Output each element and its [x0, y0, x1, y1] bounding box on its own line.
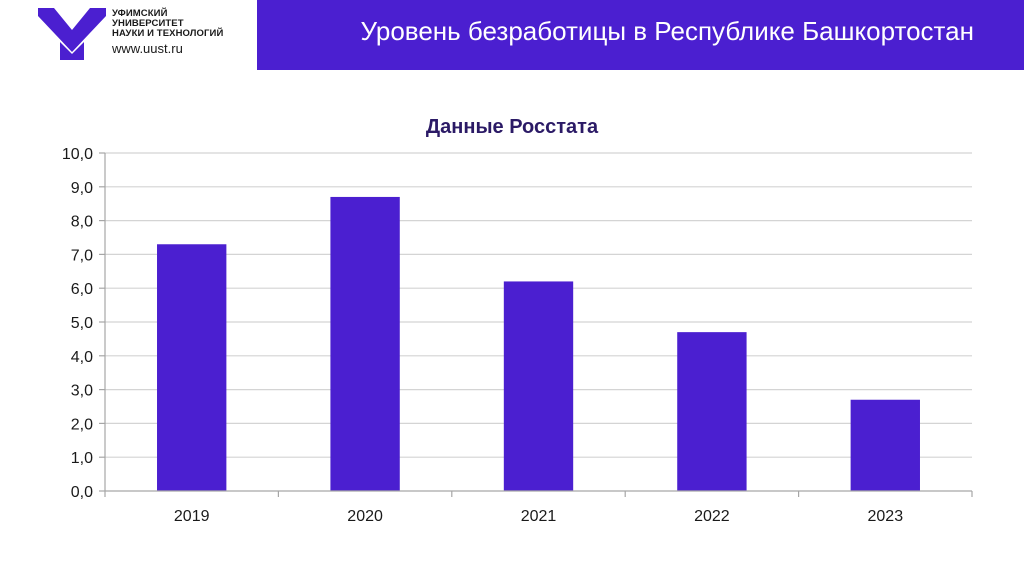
y-tick-label: 3,0: [71, 383, 93, 400]
y-tick-label: 8,0: [71, 214, 93, 231]
header-bar: Уровень безработицы в Республике Башкорт…: [257, 0, 1024, 70]
university-website: www.uust.ru: [112, 41, 183, 56]
y-tick-label: 1,0: [71, 450, 93, 467]
bar-2023: [850, 399, 920, 491]
university-name-line: НАУКИ И ТЕХНОЛОГИЙ: [112, 28, 224, 39]
logo-panel: УФИМСКИЙ УНИВЕРСИТЕТ НАУКИ И ТЕХНОЛОГИЙ …: [0, 0, 257, 70]
y-tick-label: 2,0: [71, 416, 93, 433]
y-tick-label: 4,0: [71, 349, 93, 366]
page-title: Уровень безработицы в Республике Башкорт…: [360, 16, 974, 46]
x-tick-label: 2022: [694, 508, 730, 525]
x-tick-label: 2019: [174, 508, 210, 525]
x-tick-label: 2023: [868, 508, 904, 525]
bar-2021: [503, 281, 574, 491]
bar-2019: [157, 244, 227, 491]
bar-2020: [330, 196, 400, 491]
y-tick-label: 7,0: [71, 247, 93, 264]
university-name-line: УНИВЕРСИТЕТ: [112, 18, 184, 29]
x-tick-label: 2021: [521, 508, 557, 525]
bar-2022: [677, 332, 747, 491]
university-name-line: УФИМСКИЙ: [112, 8, 168, 19]
university-name: УФИМСКИЙ УНИВЕРСИТЕТ НАУКИ И ТЕХНОЛОГИЙ: [112, 9, 223, 39]
y-tick-label: 0,0: [71, 484, 93, 501]
y-tick-label: 9,0: [71, 180, 93, 197]
chart-title: Данные Росстата: [426, 116, 599, 138]
y-tick-label: 10,0: [62, 146, 93, 163]
y-tick-label: 6,0: [71, 281, 93, 298]
x-tick-label: 2020: [347, 508, 383, 525]
university-logo-icon: [38, 8, 106, 60]
y-tick-label: 5,0: [71, 315, 93, 332]
